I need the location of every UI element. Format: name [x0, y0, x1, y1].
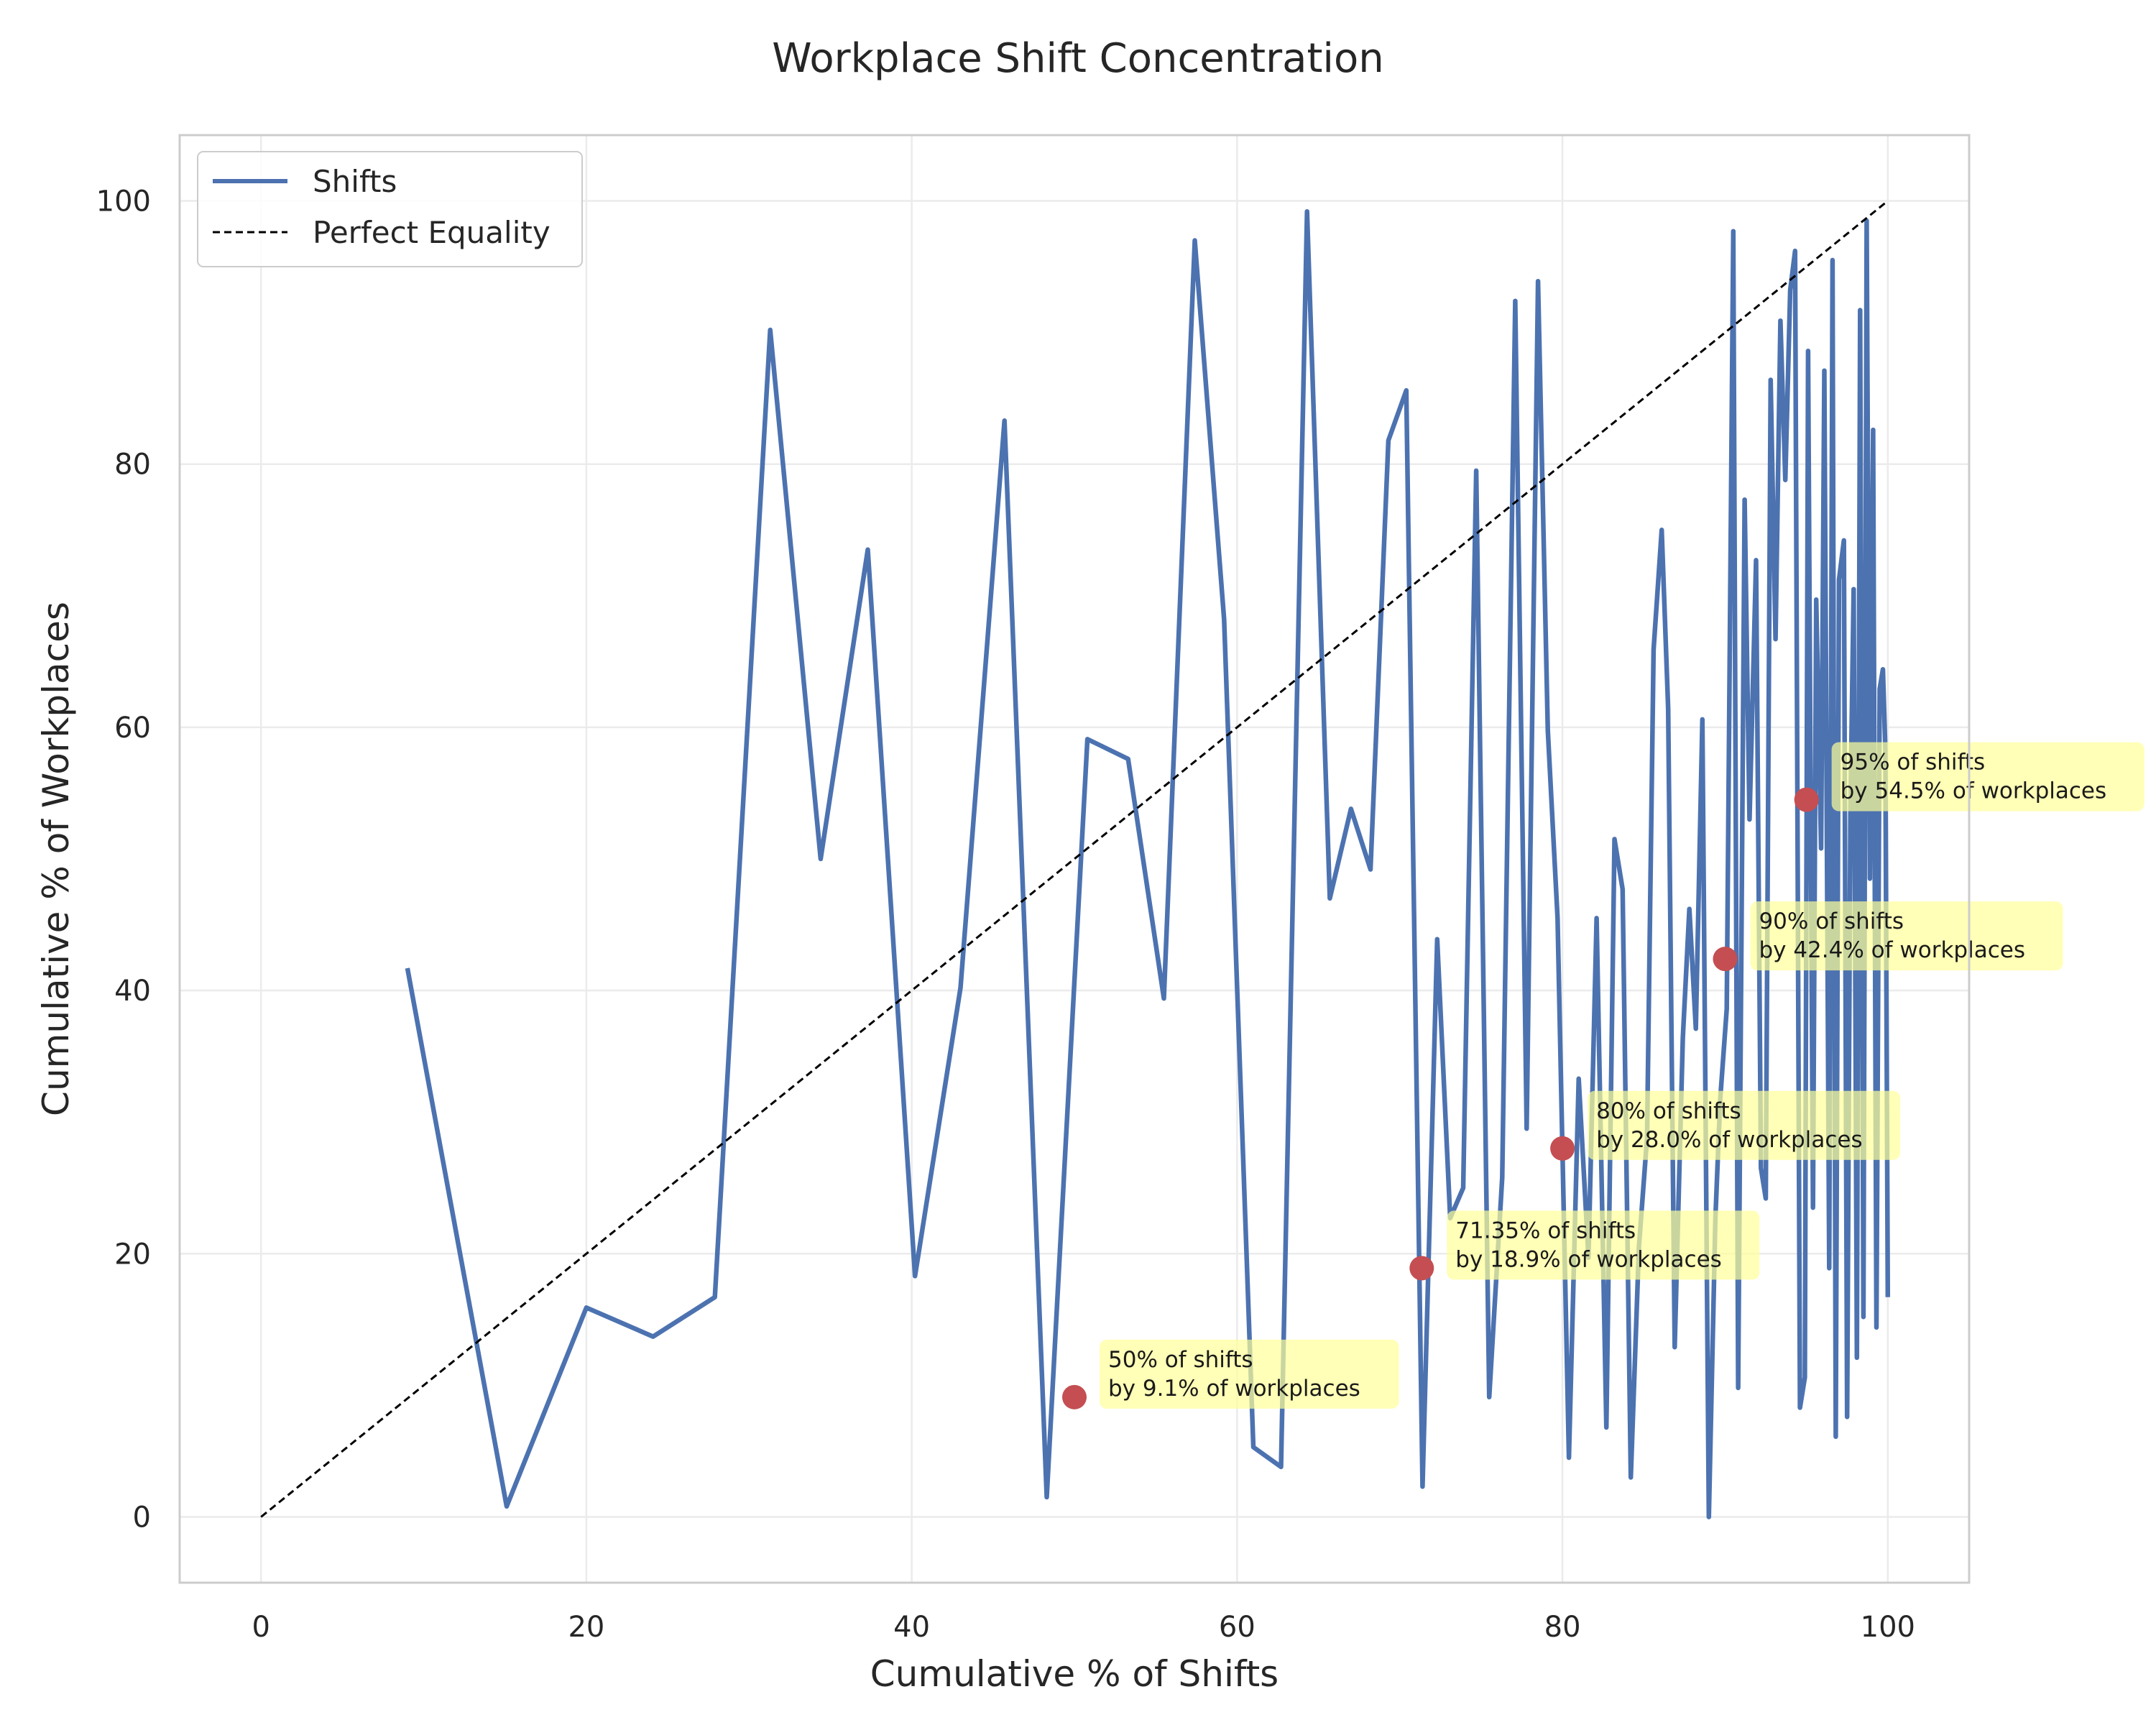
- annotation-line1: 71.35% of shifts: [1455, 1218, 1636, 1243]
- annotation-line1: 95% of shifts: [1841, 750, 1986, 776]
- annotation-layer: 50% of shifts by 9.1% of workplaces 71.35%…: [1062, 742, 2145, 1409]
- y-tick-label: 20: [114, 1238, 151, 1271]
- legend-box: [197, 151, 583, 267]
- annotation-box: [1831, 742, 2145, 811]
- series-line-shifts: [405, 208, 1891, 1519]
- tick-layer: 0 20 40 60 80 100 0 20 40 60 80 100: [96, 185, 1915, 1644]
- x-tick-label: 20: [568, 1611, 604, 1644]
- annotation-line2: by 54.5% of workplaces: [1841, 778, 2107, 804]
- chart-title: Workplace Shift Concentration: [772, 35, 1384, 82]
- annotation-line2: by 28.0% of workplaces: [1596, 1127, 1863, 1153]
- y-axis-label: Cumulative % of Workplaces: [35, 602, 77, 1116]
- x-tick-label: 0: [252, 1611, 270, 1644]
- y-tick-label: 40: [114, 975, 151, 1008]
- series-layer: [260, 200, 1891, 1519]
- annotation-marker: [1550, 1136, 1575, 1161]
- annotation-line1: 50% of shifts: [1108, 1347, 1253, 1373]
- legend-label-equality: Perfect Equality: [313, 215, 550, 250]
- y-tick-label: 60: [114, 712, 151, 745]
- x-axis-label: Cumulative % of Shifts: [870, 1653, 1279, 1695]
- annotation-line2: by 42.4% of workplaces: [1759, 937, 2025, 963]
- annotation-box: [1750, 901, 2063, 971]
- annotation-line2: by 9.1% of workplaces: [1108, 1376, 1360, 1402]
- annotation-box: [1447, 1210, 1760, 1280]
- annotation-marker: [1409, 1256, 1434, 1281]
- x-tick-label: 100: [1861, 1611, 1915, 1644]
- annotation-marker: [1062, 1384, 1087, 1409]
- legend: Shifts Perfect Equality: [197, 151, 583, 267]
- annotation-box: [1588, 1090, 1901, 1160]
- annotation-line1: 90% of shifts: [1759, 908, 1904, 934]
- annotation-marker: [1794, 787, 1819, 812]
- x-tick-label: 60: [1219, 1611, 1256, 1644]
- annotation-box: [1100, 1339, 1399, 1409]
- annotation-line1: 80% of shifts: [1596, 1098, 1741, 1124]
- x-tick-label: 40: [893, 1611, 930, 1644]
- annotation-line2: by 18.9% of workplaces: [1455, 1246, 1722, 1272]
- annotation-marker: [1713, 947, 1738, 972]
- series-line-perfect-equality: [260, 200, 1889, 1518]
- y-tick-label: 100: [96, 185, 151, 218]
- y-tick-label: 80: [114, 448, 151, 482]
- plot-frame: [178, 134, 1971, 1584]
- x-tick-label: 80: [1544, 1611, 1581, 1644]
- legend-label-shifts: Shifts: [313, 164, 397, 199]
- y-tick-label: 0: [133, 1501, 151, 1534]
